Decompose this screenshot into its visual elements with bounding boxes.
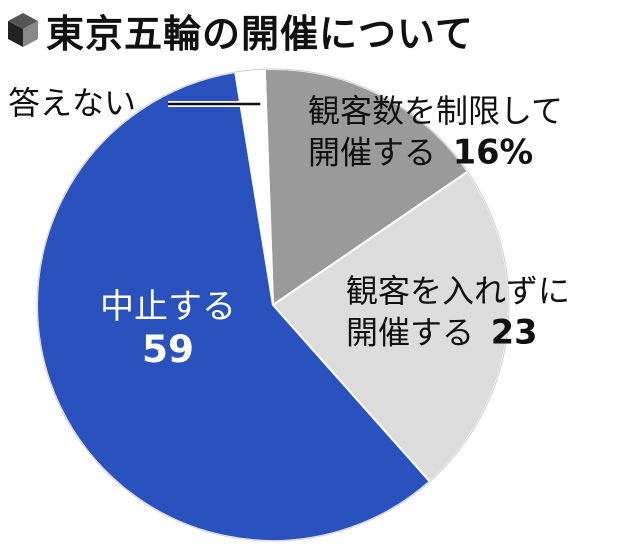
slice-label-2: 中止する 59: [100, 287, 236, 371]
slice-label-1: 観客を入れずに開催する 23: [346, 272, 570, 352]
pie-slices: [36, 68, 510, 542]
slice-label-line: 答えない: [8, 84, 136, 122]
chart-title: 東京五輪の開催について: [46, 11, 474, 56]
slice-value-2: 59: [142, 327, 194, 371]
slice-value-0: 16%: [436, 133, 533, 172]
slice-label-line: 観客数を制限して: [308, 92, 563, 130]
slice-label-3: 答えない: [8, 84, 136, 122]
slice-label-line: 開催する: [346, 314, 474, 352]
cube-icon: [8, 13, 38, 47]
slice-label-line: 観客を入れずに: [346, 272, 570, 310]
slice-label-0: 観客数を制限して開催する 16%: [308, 92, 563, 172]
chart-header: 東京五輪の開催について: [6, 2, 474, 58]
pie-outline: [36, 68, 510, 542]
slice-value-1: 23: [474, 313, 538, 352]
slice-label-line: 中止する: [100, 287, 236, 327]
slice-label-line: 開催する: [308, 134, 436, 172]
